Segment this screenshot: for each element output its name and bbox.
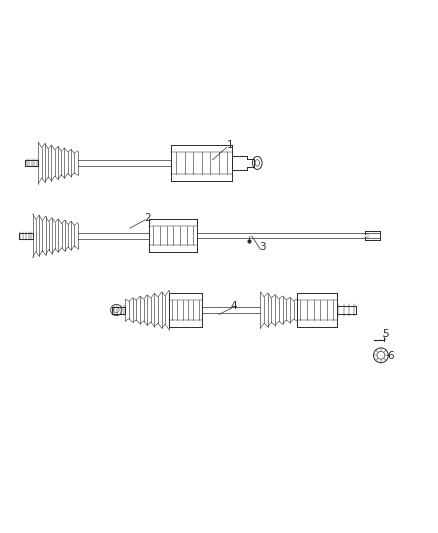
Text: 6: 6 <box>388 351 394 361</box>
Text: 4: 4 <box>231 301 237 311</box>
Text: 3: 3 <box>259 242 266 252</box>
Text: 1: 1 <box>226 140 233 150</box>
Text: 5: 5 <box>382 329 389 339</box>
Text: 2: 2 <box>144 213 151 223</box>
